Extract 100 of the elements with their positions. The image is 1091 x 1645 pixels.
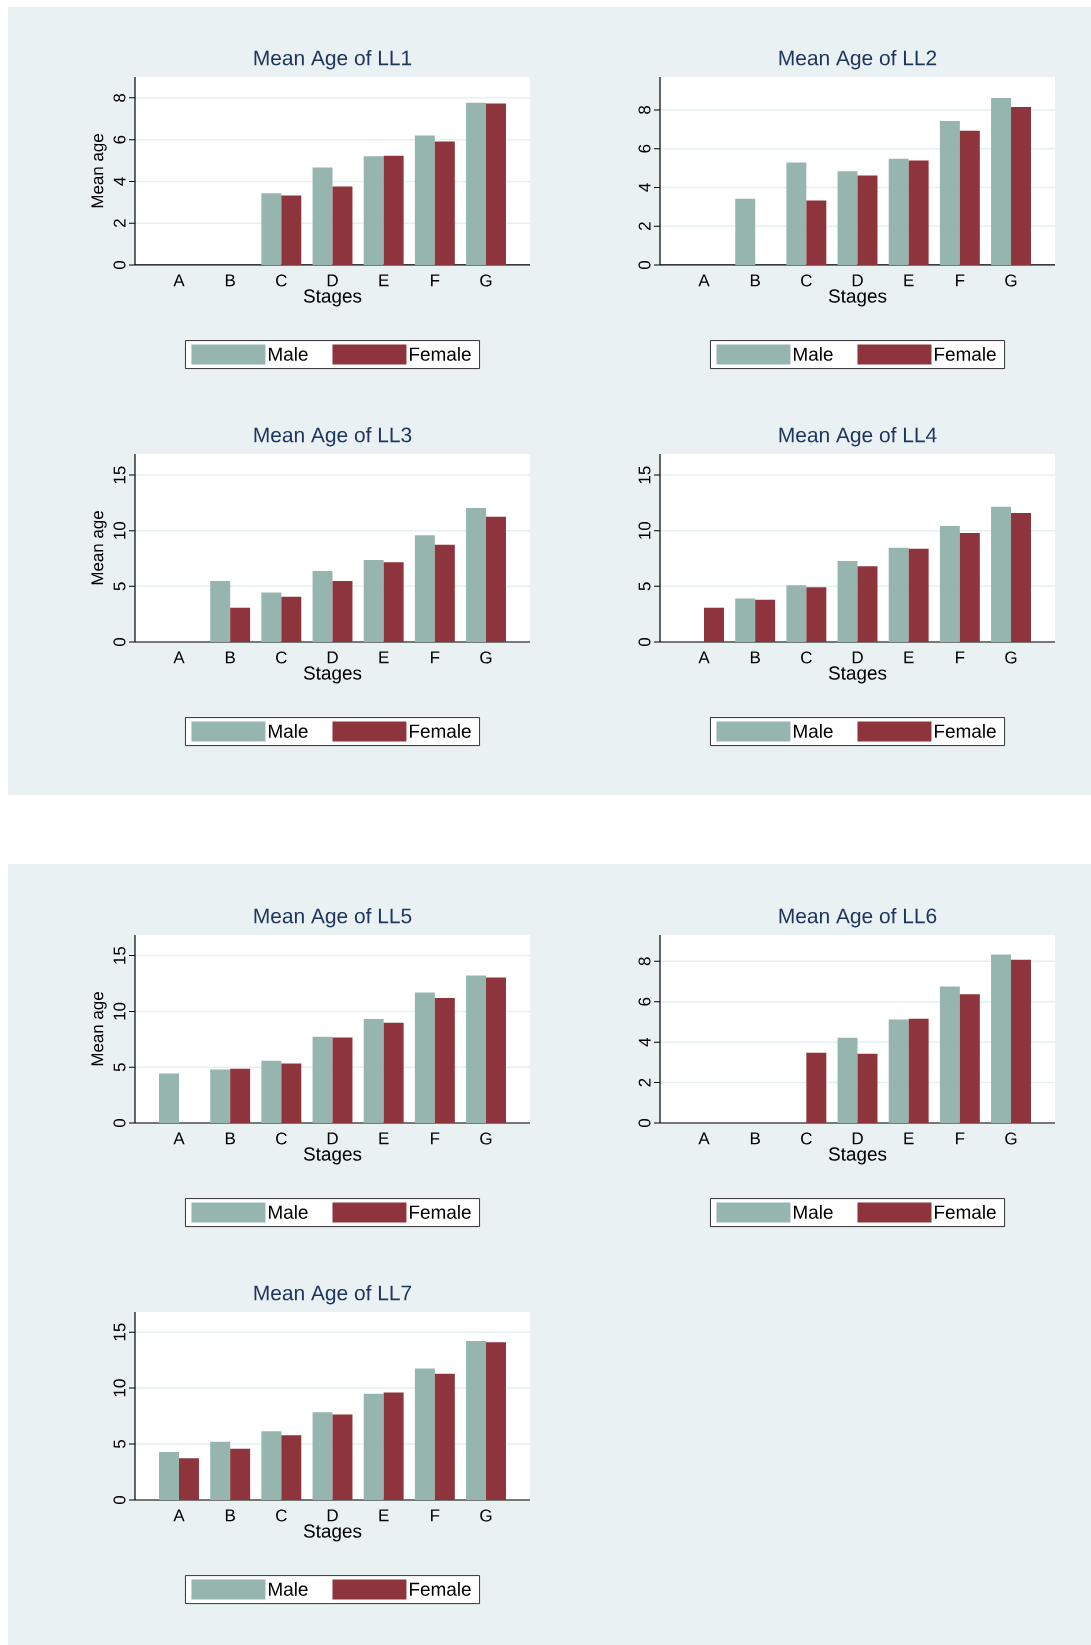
y-tick-label: 2 — [638, 222, 651, 231]
bar — [312, 570, 333, 642]
x-tick-label: C — [276, 1132, 287, 1145]
bar — [806, 200, 827, 265]
x-axis-title: Stages — [303, 666, 362, 684]
y-tick-label: 15 — [113, 1323, 126, 1341]
x-tick-label: F — [431, 274, 440, 287]
bar — [786, 585, 807, 642]
y-axis-title: Mean age — [91, 134, 107, 208]
x-tick-label: A — [698, 1132, 710, 1145]
x-tick-label: D — [327, 1509, 338, 1522]
bar — [837, 560, 858, 642]
bar — [363, 1393, 384, 1500]
legend-label: Female — [410, 1581, 471, 1596]
y-tick-label: 2 — [113, 219, 126, 228]
y-tick-label: 5 — [113, 1063, 126, 1072]
bar — [159, 1451, 180, 1500]
y-tick-label: 8 — [113, 93, 126, 102]
x-tick-label: E — [379, 274, 389, 287]
bar — [837, 1037, 858, 1123]
x-tick-label: A — [173, 1132, 185, 1145]
y-tick-label: 15 — [638, 466, 651, 484]
bar — [312, 167, 333, 265]
bar — [837, 171, 858, 265]
bar — [735, 598, 756, 642]
x-tick-label: F — [431, 1509, 440, 1522]
x-tick-label: B — [750, 1132, 760, 1145]
bar — [414, 1368, 435, 1500]
x-tick-label: E — [379, 1132, 389, 1145]
bar — [230, 1068, 251, 1123]
y-tick-label: 0 — [638, 260, 651, 270]
bar — [383, 562, 404, 642]
x-tick-label: G — [480, 274, 492, 287]
bar — [261, 1431, 282, 1500]
bar — [210, 1069, 231, 1123]
legend-label: Male — [268, 346, 308, 361]
x-axis-title: Stages — [303, 1524, 362, 1542]
x-tick-label: F — [431, 651, 440, 664]
x-tick-label: D — [327, 1132, 338, 1145]
bar — [991, 98, 1012, 265]
legend-label: Female — [410, 346, 471, 361]
x-tick-label: E — [904, 651, 914, 664]
legend-label: Male — [268, 723, 308, 738]
chart-title: Mean Age of LL7 — [254, 1285, 412, 1305]
y-tick-label: 5 — [113, 582, 126, 591]
bar — [888, 158, 909, 265]
bar — [434, 544, 455, 642]
bar — [1011, 513, 1031, 642]
legend-label: Female — [935, 723, 996, 738]
bar — [991, 954, 1012, 1123]
legend-label: Female — [410, 723, 471, 738]
x-tick-label: F — [956, 1132, 965, 1145]
y-axis-title: Mean age — [91, 992, 107, 1066]
x-tick-label: A — [698, 274, 710, 287]
bar — [704, 607, 724, 642]
bar — [959, 994, 980, 1123]
y-tick-label: 2 — [638, 1078, 651, 1087]
bar — [735, 198, 756, 265]
chart-title: Mean Age of LL6 — [779, 908, 937, 928]
x-tick-label: A — [173, 274, 185, 287]
bar — [230, 607, 251, 642]
x-tick-label: A — [173, 1509, 185, 1522]
y-tick-label: 0 — [638, 637, 651, 647]
x-tick-label: B — [225, 1132, 235, 1145]
bar — [466, 975, 487, 1123]
chart-title: Mean Age of LL4 — [779, 426, 937, 447]
y-tick-label: 10 — [113, 1002, 126, 1020]
bar — [281, 596, 302, 642]
bar — [486, 977, 506, 1123]
x-tick-label: E — [904, 1132, 914, 1145]
x-tick-label: E — [379, 1509, 389, 1522]
x-axis-title: Stages — [828, 289, 887, 307]
bar — [939, 120, 960, 265]
y-tick-label: 10 — [113, 1379, 126, 1397]
bar — [486, 103, 506, 265]
bar — [806, 1052, 827, 1123]
legend-label: Male — [794, 1204, 833, 1219]
x-tick-label: B — [750, 274, 760, 287]
y-tick-label: 8 — [638, 105, 651, 114]
bar — [939, 525, 960, 642]
x-tick-label: D — [852, 274, 863, 287]
x-tick-label: G — [480, 1509, 492, 1522]
bar — [857, 566, 878, 642]
bar — [786, 162, 807, 265]
legend-label: Female — [935, 1204, 996, 1219]
x-tick-label: E — [904, 274, 914, 287]
bar — [363, 156, 384, 265]
legend-label: Female — [410, 1204, 471, 1219]
bar — [230, 1448, 251, 1500]
x-axis-title: Stages — [303, 289, 362, 307]
y-tick-label: 8 — [638, 957, 651, 966]
bar — [210, 581, 231, 642]
x-tick-label: G — [1005, 651, 1017, 664]
y-tick-label: 4 — [113, 177, 126, 186]
y-tick-label: 10 — [113, 521, 126, 539]
bar — [959, 130, 980, 265]
bar — [312, 1412, 333, 1500]
x-tick-label: B — [750, 651, 760, 664]
bar — [991, 506, 1012, 642]
bar — [210, 1441, 231, 1500]
